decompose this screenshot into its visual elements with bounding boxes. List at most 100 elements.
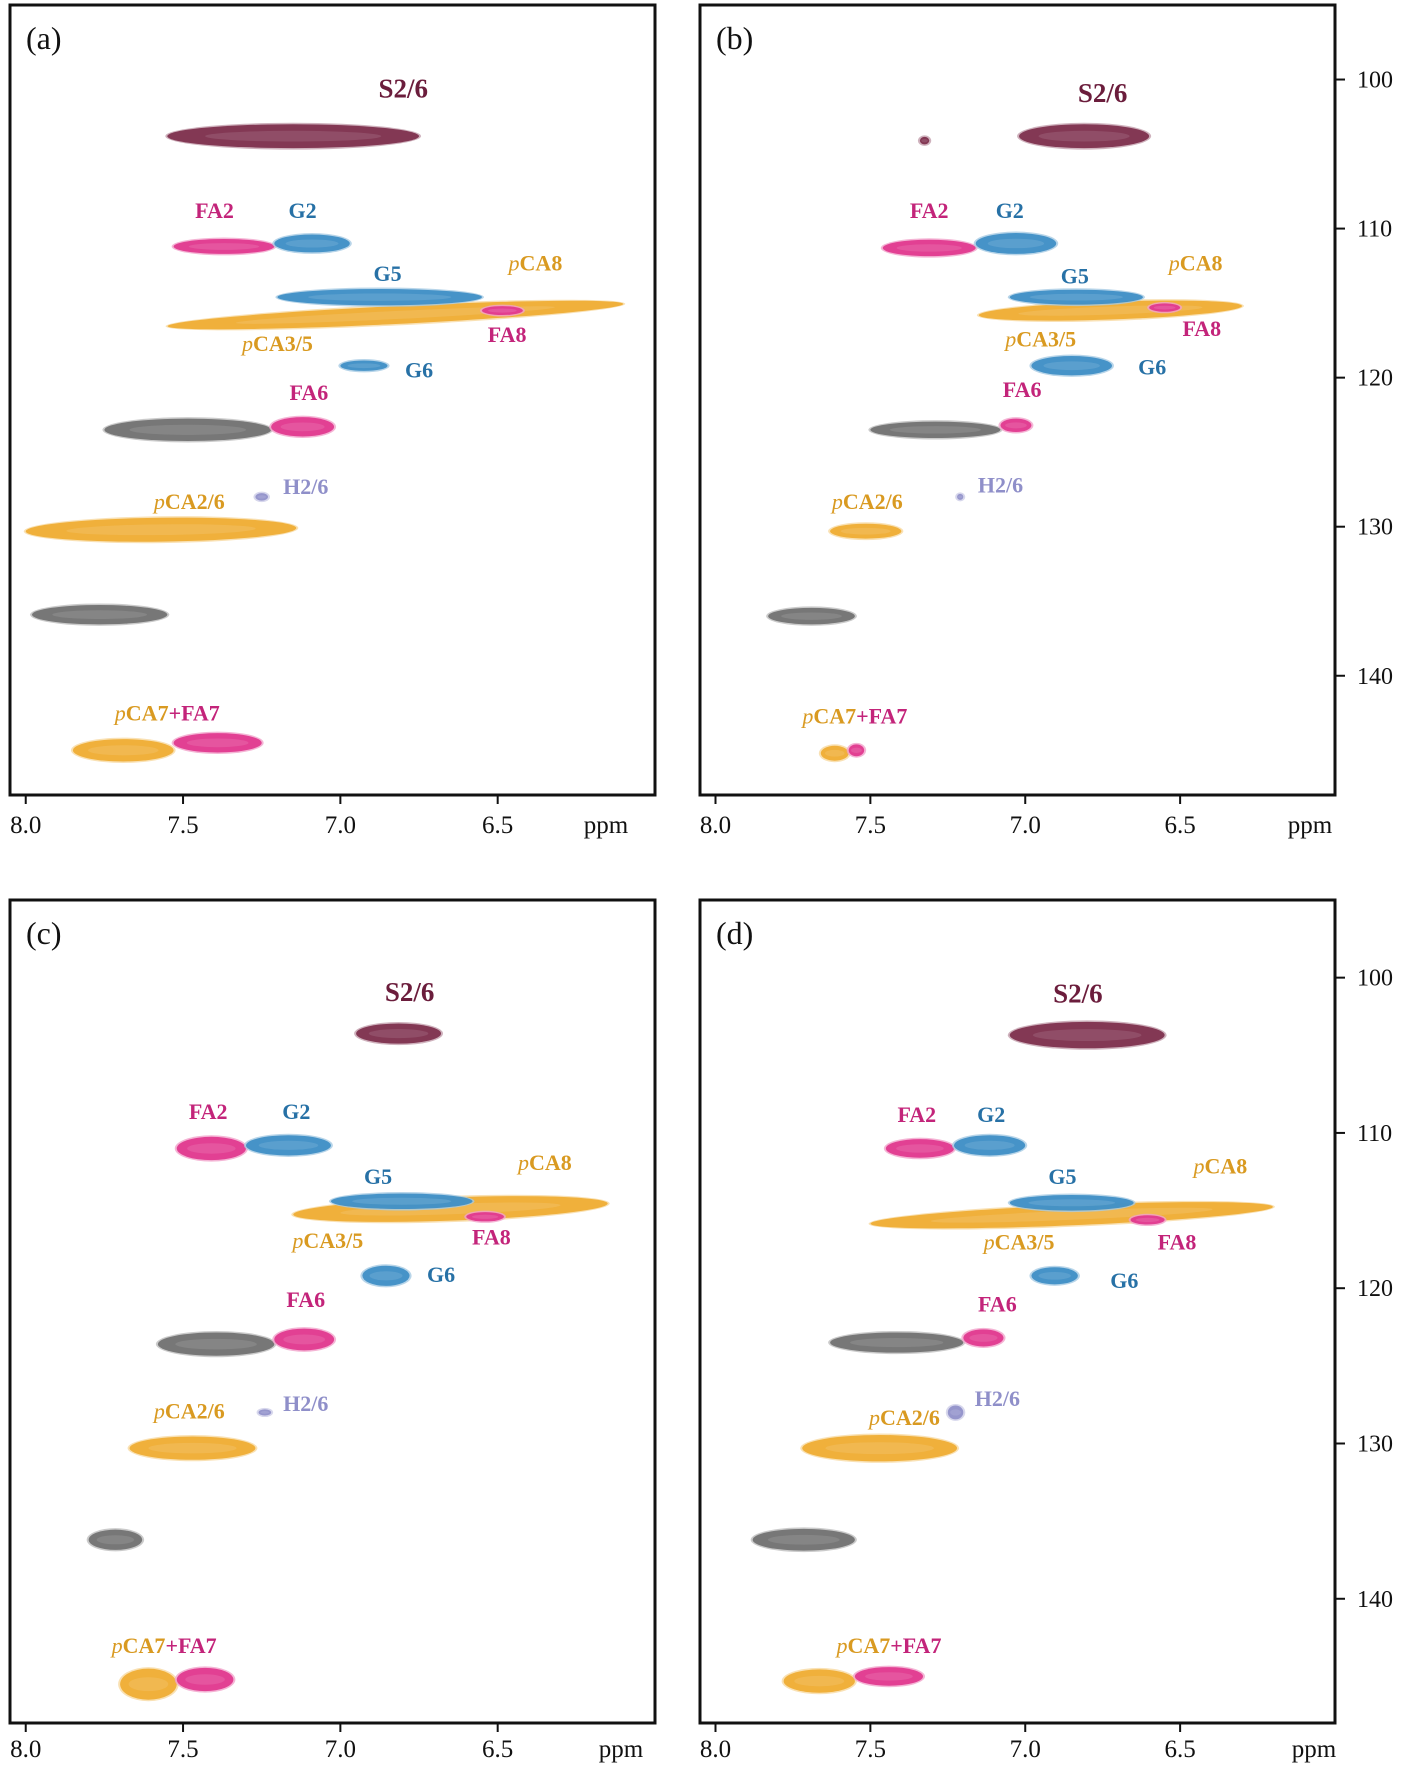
peak-label: H2/6 xyxy=(283,474,328,499)
peak-pCA xyxy=(118,1667,179,1702)
peak-label: FA8 xyxy=(1182,316,1221,341)
peak-label: pCA3/5 xyxy=(290,1228,363,1253)
x-tick-label: 6.5 xyxy=(482,812,513,839)
y-tick-label: 130 xyxy=(1357,515,1393,541)
peak-G xyxy=(275,287,484,307)
peak-label: G2 xyxy=(289,198,317,223)
panel-d: (d) 8.0 7.5 7.0 6.5 ppm 100 110 120 130 140 S2/6 FA2… xyxy=(698,898,1393,1763)
x-tick-label: 8.0 xyxy=(10,812,41,839)
peak-gray xyxy=(30,603,170,626)
x-axis-unit: ppm xyxy=(1288,812,1333,839)
x-tick-label: 7.5 xyxy=(167,1736,198,1763)
peak-label: FA6 xyxy=(1003,377,1042,402)
x-tick-label: 7.0 xyxy=(325,812,356,839)
peak-label: pCA8 xyxy=(1167,250,1223,275)
peak-label: pCA8 xyxy=(1191,1153,1247,1178)
peak-G xyxy=(338,359,390,373)
peak-label: pCA2/6 xyxy=(830,489,903,514)
peak-label: FA8 xyxy=(1158,1229,1197,1254)
x-axis-unit: ppm xyxy=(1292,1736,1337,1763)
peak-gray xyxy=(828,1330,966,1355)
peak-FA xyxy=(852,1665,926,1688)
peak-label: pCA7+FA7 xyxy=(834,1633,941,1658)
peak-FA xyxy=(880,238,978,258)
peak-label: G6 xyxy=(1138,355,1166,380)
x-tick-label: 6.5 xyxy=(482,1736,513,1763)
peak-label: pCA7+FA7 xyxy=(800,703,907,728)
peak-label: H2/6 xyxy=(975,1386,1020,1411)
y-tick-label: 140 xyxy=(1357,1587,1393,1613)
x-axis-unit: ppm xyxy=(584,812,629,839)
peak-label: pCA2/6 xyxy=(152,1399,225,1424)
peak-label: G2 xyxy=(977,1102,1005,1127)
peak-G xyxy=(243,1133,333,1157)
panel-a: (a) 8.0 7.5 7.0 6.5 ppm S2/6 FA2 G2 G5 pCA8 FA8 pCA3… xyxy=(8,3,657,839)
x-tick-label: 6.5 xyxy=(1164,812,1195,839)
x-tick-label: 8.0 xyxy=(700,812,731,839)
peak-FA xyxy=(1147,301,1183,314)
peak-gray xyxy=(750,1527,857,1553)
x-tick-label: 7.5 xyxy=(167,812,198,839)
panel-label: (a) xyxy=(26,20,62,56)
peak-FA xyxy=(272,1327,337,1352)
x-tick-label: 7.5 xyxy=(855,812,886,839)
peak-FA xyxy=(846,742,867,758)
peak-pCA xyxy=(70,737,176,763)
x-tick-label: 6.5 xyxy=(1164,1736,1195,1763)
x-tick-label: 8.0 xyxy=(700,1736,731,1763)
peak-G xyxy=(1007,288,1145,307)
y-tick-label: 120 xyxy=(1357,1276,1393,1302)
plot-frame xyxy=(8,3,657,797)
peak-label: G6 xyxy=(1110,1268,1138,1293)
peak-FA xyxy=(171,237,277,256)
peak-pCA xyxy=(23,516,299,544)
x-axis-unit: ppm xyxy=(599,1736,644,1763)
y-tick-label: 140 xyxy=(1357,664,1393,690)
y-tick-label: 100 xyxy=(1357,68,1393,94)
peak-label: pCA3/5 xyxy=(1003,326,1076,351)
peaks xyxy=(86,1021,610,1702)
peak-label: FA6 xyxy=(978,1292,1017,1317)
peak-label: pCA3/5 xyxy=(240,331,313,356)
panel-label: (c) xyxy=(26,915,62,951)
peak-label: S2/6 xyxy=(379,73,429,103)
peak-S xyxy=(917,135,932,146)
x-tick-label: 7.0 xyxy=(325,1736,356,1763)
panel-c: (c) 8.0 7.5 7.0 6.5 ppm S2/6 FA2 G2 G5 pCA8 FA8 pCA3… xyxy=(8,898,657,1763)
peak-FA xyxy=(1128,1213,1167,1227)
peak-label: pCA2/6 xyxy=(152,489,225,514)
peak-pCA xyxy=(868,1200,1275,1230)
peak-H xyxy=(253,491,270,503)
peak-G xyxy=(1029,1265,1080,1286)
peak-G xyxy=(360,1264,412,1288)
peak-G xyxy=(328,1191,475,1211)
y-tick-label: 110 xyxy=(1357,217,1392,243)
plot-frame xyxy=(698,3,1337,797)
peak-label: S2/6 xyxy=(1053,978,1103,1008)
peak-pCA xyxy=(828,522,904,541)
y-tick-label: 130 xyxy=(1357,1431,1393,1457)
peak-label: pCA2/6 xyxy=(867,1405,940,1430)
peak-label: FA6 xyxy=(286,1287,325,1312)
peak-H xyxy=(256,1407,274,1418)
peak-label: G2 xyxy=(996,198,1024,223)
peak-G xyxy=(1007,1193,1136,1213)
peak-FA xyxy=(479,304,525,317)
peak-gray xyxy=(868,420,1003,440)
peak-G xyxy=(1029,354,1114,377)
peak-label: FA2 xyxy=(195,198,234,223)
y-tick-label: 100 xyxy=(1357,966,1393,992)
peak-FA xyxy=(171,731,264,755)
peak-label: FA2 xyxy=(189,1099,228,1124)
peak-label: pCA7+FA7 xyxy=(113,700,220,725)
peak-pCA xyxy=(818,744,851,763)
peak-label: G5 xyxy=(1048,1164,1076,1189)
peak-FA xyxy=(174,1135,248,1162)
panel-label: (b) xyxy=(716,20,753,56)
peak-S xyxy=(1007,1020,1167,1050)
peaks xyxy=(766,122,1244,763)
peak-gray xyxy=(86,1528,145,1552)
peak-FA xyxy=(998,417,1034,434)
peak-label: G6 xyxy=(405,358,433,383)
